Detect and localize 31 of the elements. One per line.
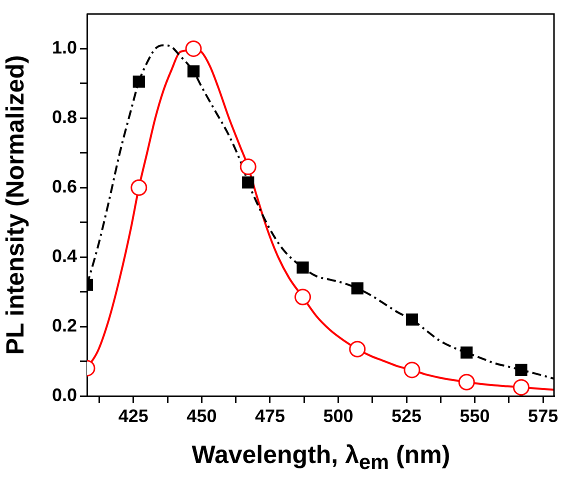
point: [240, 158, 256, 176]
point: [187, 65, 200, 78]
point: [351, 282, 364, 294]
x-tick-label: 550: [460, 406, 490, 426]
point: [515, 364, 528, 376]
y-tick-label: 0.0: [52, 384, 77, 405]
x-tick-label: 450: [186, 406, 217, 426]
point: [460, 346, 473, 359]
point: [406, 314, 418, 326]
x-tick-label: 425: [118, 406, 148, 426]
y-tick-label: 0.6: [52, 176, 77, 197]
y-tick-label: 1.0: [52, 38, 77, 58]
point: [349, 340, 366, 358]
point: [294, 288, 311, 306]
point: [296, 261, 309, 274]
point: [130, 179, 148, 196]
point: [404, 362, 420, 378]
x-axis-title: Wavelength, λ$_{em}$ (nm): [192, 441, 450, 475]
y-tick-label: 0.8: [52, 107, 77, 128]
point: [512, 379, 530, 396]
point: [132, 76, 145, 88]
x-tick-label: 500: [323, 406, 354, 426]
x-tick-label: 475: [254, 406, 285, 426]
y-axis-title: PL intensity (Normalized): [2, 55, 30, 355]
point: [458, 374, 475, 390]
y-tick-label: 0.2: [52, 316, 77, 336]
x-tick-label: 575: [528, 406, 558, 426]
point: [185, 40, 202, 57]
x-tick-label: 525: [392, 406, 422, 426]
point: [242, 176, 254, 188]
y-tick-label: 0.4: [52, 246, 77, 266]
